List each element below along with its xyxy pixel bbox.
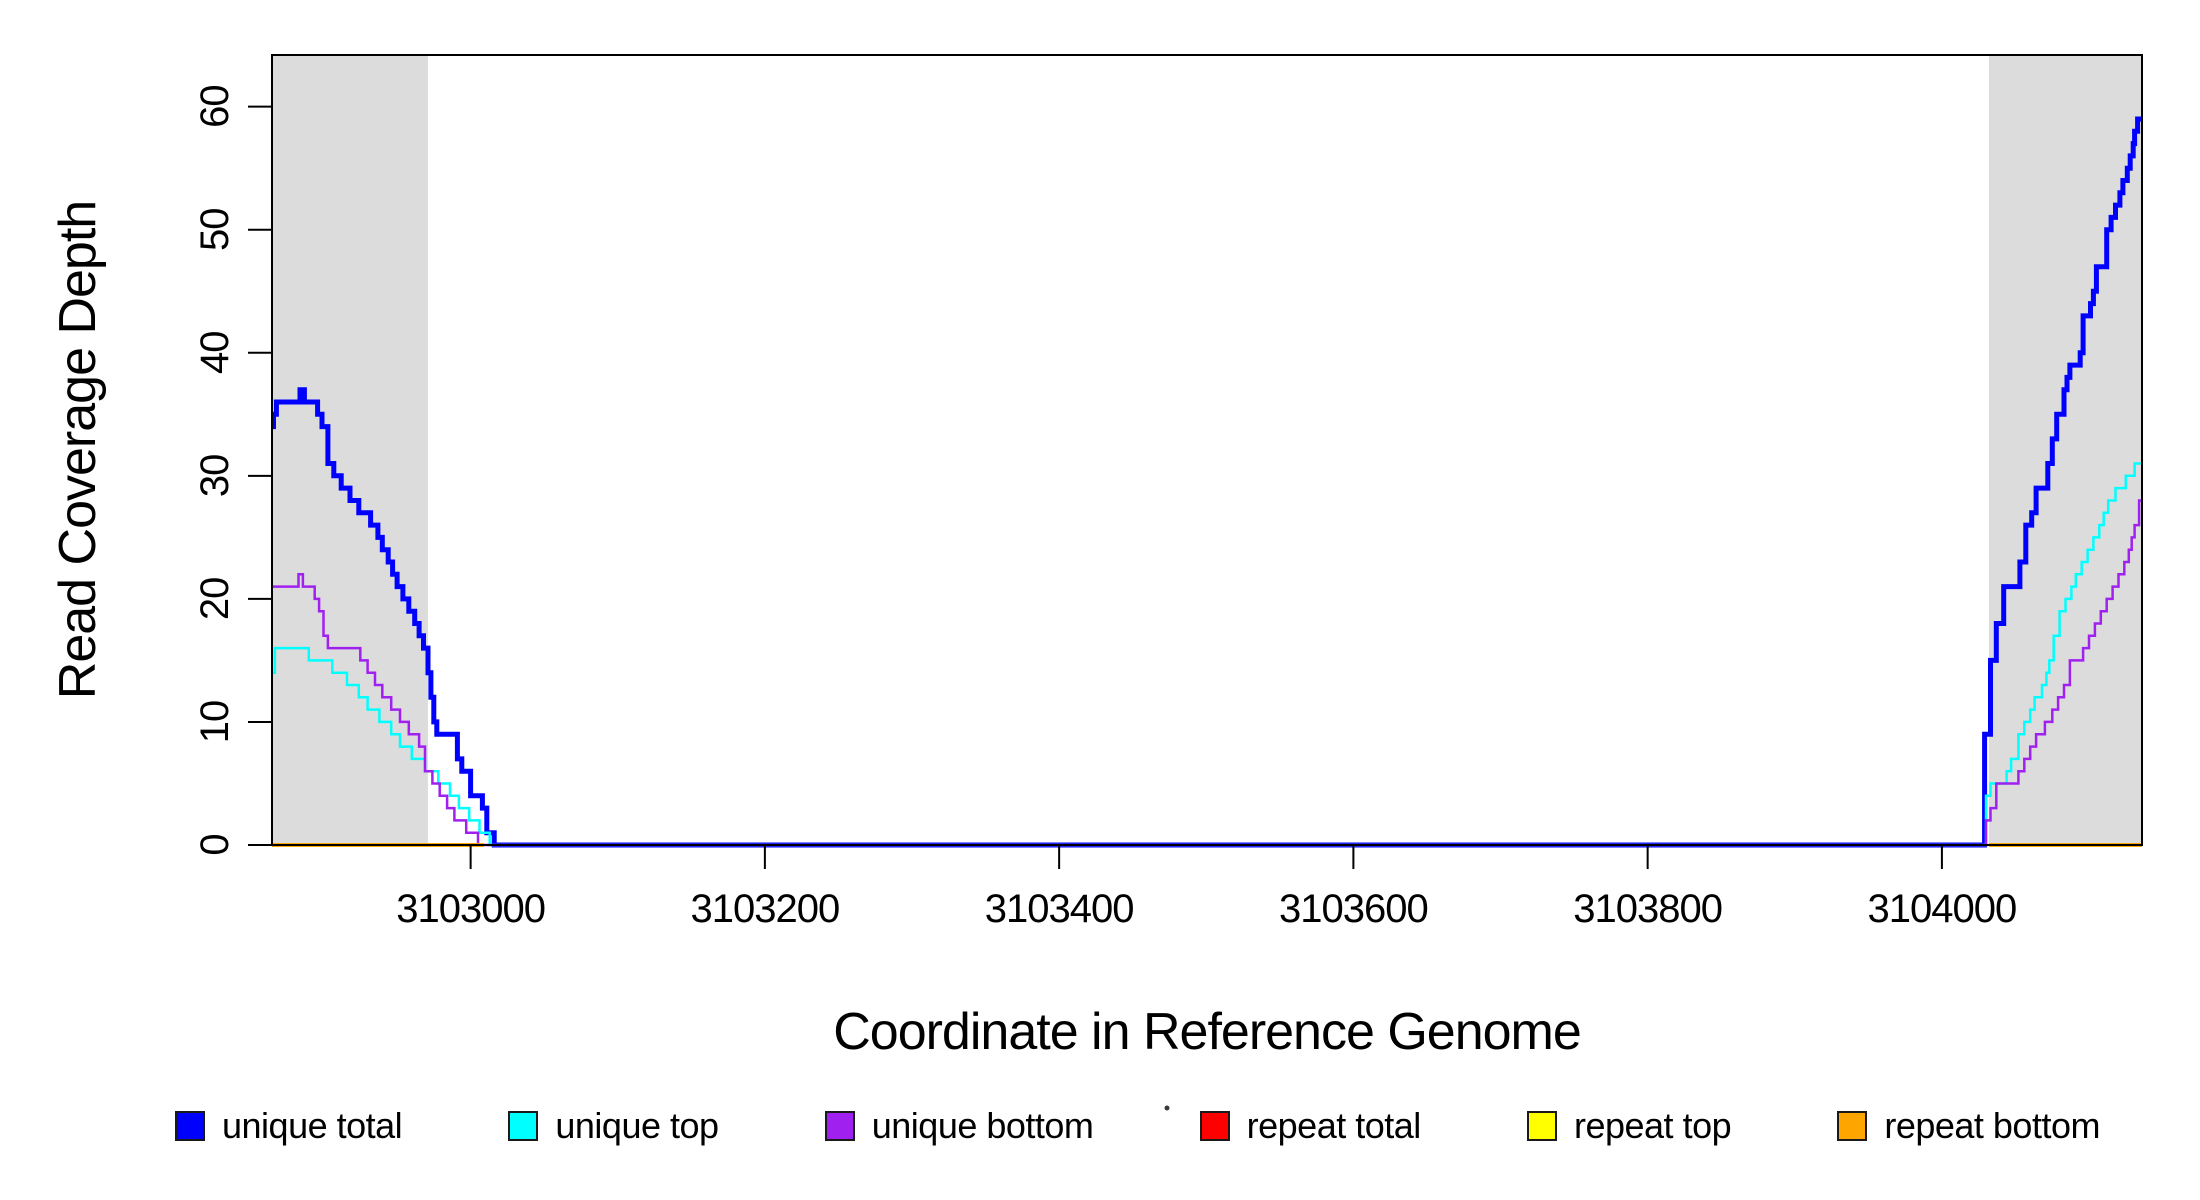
legend-item-repeat-top: repeat top xyxy=(1526,1105,1732,1147)
series-unique-top xyxy=(272,462,2142,847)
x-tick-label: 3104000 xyxy=(1868,887,2017,931)
x-tick-label: 3103400 xyxy=(985,887,1134,931)
x-tick-label: 3103600 xyxy=(1279,887,1428,931)
x-axis-title: Coordinate in Reference Genome xyxy=(833,1003,1582,1061)
repeat-region-shade xyxy=(1988,55,2142,845)
x-tick-label: 3103800 xyxy=(1573,887,1722,931)
legend-swatch-repeat-top xyxy=(1526,1111,1557,1141)
legend: unique total unique top unique bottom repea… xyxy=(175,1096,2100,1156)
plot-border xyxy=(271,54,2143,846)
x-tick-label: 3103200 xyxy=(691,887,840,931)
y-tick-label: 30 xyxy=(193,455,237,498)
legend-item-unique-top: unique top xyxy=(508,1105,719,1147)
legend-item-repeat-bottom: repeat bottom xyxy=(1837,1105,2100,1147)
series-unique-total xyxy=(271,116,2142,848)
legend-swatch-unique-top xyxy=(508,1111,539,1141)
legend-label-repeat-bottom: repeat bottom xyxy=(1884,1105,2100,1146)
legend-label-repeat-total: repeat total xyxy=(1246,1105,1422,1146)
legend-item-unique-bottom: unique bottom xyxy=(824,1105,1094,1147)
stray-dot xyxy=(1164,1105,1170,1111)
legend-item-repeat-total: repeat total xyxy=(1199,1105,1422,1147)
repeat-region-shade xyxy=(272,55,428,845)
legend-label-repeat-top: repeat top xyxy=(1573,1105,1732,1146)
series-unique-bottom xyxy=(272,499,2142,847)
legend-label-unique-bottom: unique bottom xyxy=(871,1105,1094,1146)
legend-item-unique-total: unique total xyxy=(175,1105,403,1147)
x-tick-label: 3103000 xyxy=(396,887,545,931)
legend-label-unique-total: unique total xyxy=(222,1105,403,1146)
y-tick-label: 60 xyxy=(193,85,237,128)
legend-swatch-unique-bottom xyxy=(824,1111,855,1141)
y-tick-label: 40 xyxy=(193,332,237,375)
y-axis-title: Read Coverage Depth xyxy=(49,200,107,700)
legend-swatch-repeat-bottom xyxy=(1837,1111,1868,1141)
y-tick-label: 10 xyxy=(193,701,237,744)
legend-swatch-repeat-total xyxy=(1199,1111,1230,1141)
legend-swatch-unique-total xyxy=(175,1111,205,1141)
legend-label-unique-top: unique top xyxy=(555,1105,719,1146)
y-tick-label: 50 xyxy=(193,208,237,251)
y-tick-label: 0 xyxy=(193,834,237,855)
y-tick-label: 20 xyxy=(193,578,237,621)
